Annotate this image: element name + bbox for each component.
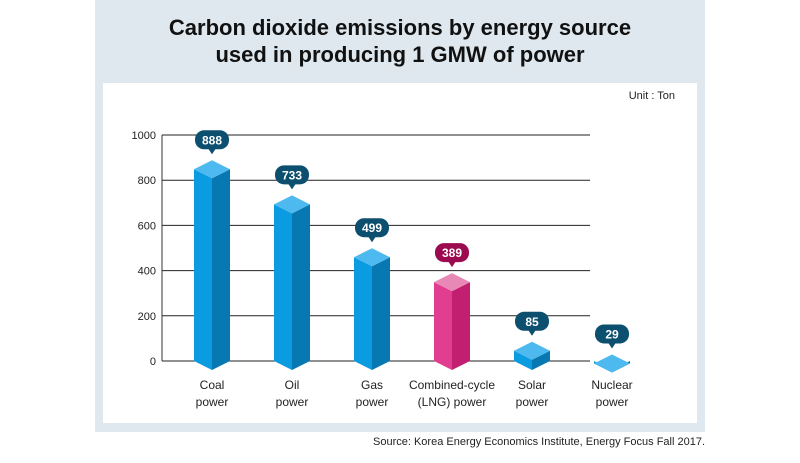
x-tick-label: power — [596, 395, 629, 409]
bar-side-face — [372, 257, 390, 370]
title-line-2: used in producing 1 GMW of power — [215, 42, 585, 67]
bar-side-face — [292, 204, 310, 370]
x-tick-label: Oil — [285, 378, 300, 392]
x-tick-label: Coal — [200, 378, 225, 392]
data-label: 389 — [442, 246, 462, 260]
data-label: 733 — [282, 168, 302, 182]
x-tick-label: Solar — [518, 378, 546, 392]
data-label-bubble — [355, 218, 389, 238]
bar-side-face — [452, 282, 470, 370]
data-label-pointer — [368, 236, 376, 243]
x-tick-label: power — [276, 395, 309, 409]
data-label-bubble — [435, 243, 469, 263]
bar-front-face — [514, 350, 532, 370]
x-tick-label: power — [516, 395, 549, 409]
bar-side-face — [532, 350, 550, 370]
y-tick-label: 800 — [138, 175, 156, 187]
y-tick-label: 0 — [150, 356, 156, 368]
data-label-pointer — [528, 329, 536, 336]
source-note: Source: Korea Energy Economics Institute… — [373, 436, 705, 448]
bar-top-face — [594, 354, 630, 373]
x-tick-label: Gas — [361, 378, 383, 392]
data-label-bubble — [195, 130, 229, 150]
data-label-bubble — [275, 165, 309, 185]
data-label: 888 — [202, 133, 222, 147]
bar-top-face — [194, 160, 230, 179]
title-line-1: Carbon dioxide emissions by energy sourc… — [168, 15, 632, 40]
data-label-pointer — [448, 261, 456, 268]
y-tick-label: 1000 — [132, 130, 156, 142]
data-label: 29 — [605, 327, 619, 341]
data-label-pointer — [608, 342, 616, 349]
unit-label: Unit : Ton — [628, 90, 675, 102]
bar-side-face — [212, 169, 230, 370]
y-tick-label: 400 — [138, 266, 156, 278]
data-label: 499 — [362, 221, 382, 235]
bar-front-face — [434, 282, 452, 370]
data-label-bubble — [515, 311, 549, 331]
data-label-pointer — [208, 148, 216, 155]
bar-top-face — [274, 195, 310, 214]
x-tick-label: (LNG) power — [418, 395, 487, 409]
bar-front-face — [354, 257, 372, 370]
x-tick-label: power — [356, 395, 389, 409]
bar-front-face — [274, 204, 292, 370]
y-tick-label: 600 — [138, 220, 156, 232]
data-label: 85 — [525, 315, 539, 329]
bar-top-face — [354, 248, 390, 267]
x-tick-label: Combined-cycle — [409, 378, 495, 392]
bar-top-face — [434, 273, 470, 292]
y-tick-label: 200 — [138, 311, 156, 323]
chart-title: Carbon dioxide emissions by energy sourc… — [95, 14, 705, 68]
data-label-pointer — [288, 183, 296, 190]
x-tick-label: power — [196, 395, 229, 409]
x-tick-label: Nuclear — [591, 378, 632, 392]
bar-top-face — [514, 341, 550, 360]
bar-front-face — [194, 169, 212, 370]
data-label-bubble — [595, 324, 629, 344]
